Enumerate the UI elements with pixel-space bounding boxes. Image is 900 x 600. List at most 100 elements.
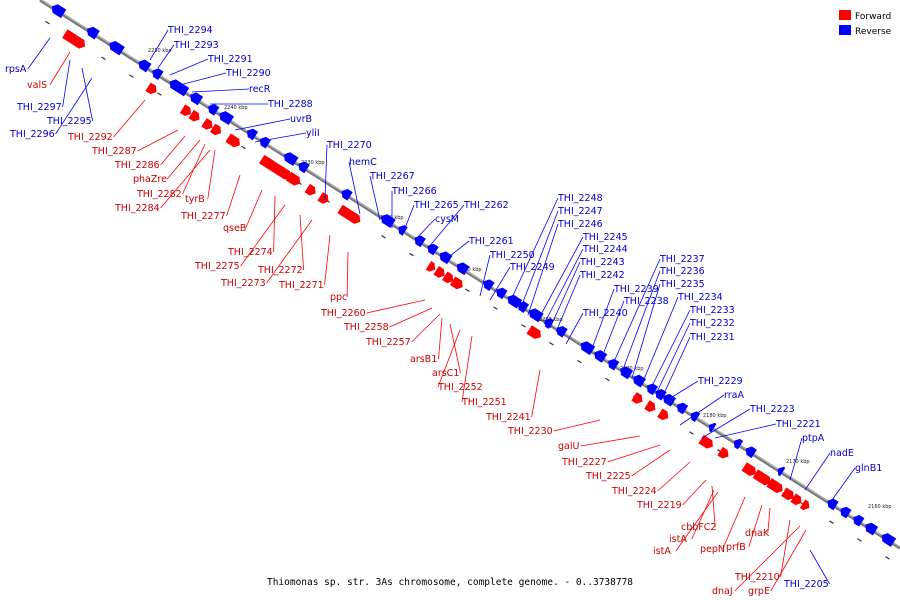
forward-gene-label[interactable]: phaZre: [133, 174, 167, 185]
forward-gene-label[interactable]: arsC1: [432, 368, 459, 379]
leader-line: [509, 197, 559, 303]
reverse-gene-label[interactable]: uvrB: [290, 114, 312, 125]
forward-gene-label[interactable]: THI_2271: [278, 280, 324, 291]
reverse-gene-label[interactable]: THI_2267: [369, 171, 415, 182]
forward-gene-label[interactable]: THI_2282: [136, 189, 182, 200]
reverse-gene-label[interactable]: THI_2294: [167, 25, 213, 36]
forward-gene-label[interactable]: THI_2287: [91, 146, 137, 157]
reverse-gene-label[interactable]: nadE: [830, 448, 854, 459]
forward-gene-label[interactable]: THI_2277: [180, 211, 226, 222]
reverse-gene-label[interactable]: THI_2205: [783, 579, 829, 590]
forward-gene-label[interactable]: THI_2224: [611, 486, 657, 497]
forward-gene-label[interactable]: THI_2252: [437, 382, 483, 393]
reverse-gene-label[interactable]: THI_2248: [557, 193, 603, 204]
forward-gene-label[interactable]: THI_2260: [320, 308, 366, 319]
reverse-gene-label[interactable]: THI_2270: [326, 140, 372, 151]
reverse-gene-label[interactable]: THI_2229: [697, 376, 743, 387]
forward-gene-label[interactable]: dnaJ: [712, 586, 733, 597]
reverse-gene-label[interactable]: glnB1: [855, 463, 882, 474]
leader-line: [160, 135, 186, 166]
leader-line: [543, 248, 584, 325]
forward-gene-label[interactable]: tyrB: [185, 194, 205, 205]
reverse-gene-label[interactable]: ptpA: [802, 433, 825, 444]
leader-line: [607, 444, 661, 463]
legend-forward-label: Forward: [855, 12, 891, 22]
reverse-gene-label[interactable]: THI_2221: [775, 419, 821, 430]
forward-gene-label[interactable]: ppc: [330, 292, 347, 303]
reverse-gene-label[interactable]: THI_2238: [623, 296, 669, 307]
reverse-gene-label[interactable]: THI_2243: [579, 257, 625, 268]
forward-gene-label[interactable]: THI_2225: [585, 471, 631, 482]
reverse-gene-label[interactable]: THI_2265: [413, 200, 459, 211]
forward-gene-label[interactable]: THI_2284: [114, 203, 160, 214]
forward-gene-label[interactable]: arsB1: [410, 354, 437, 365]
reverse-gene-label[interactable]: THI_2244: [582, 244, 628, 255]
reverse-gene-label[interactable]: THI_2231: [689, 332, 735, 343]
reverse-gene-label[interactable]: THI_2249: [509, 262, 555, 273]
reverse-gene-label[interactable]: THI_2234: [677, 292, 723, 303]
forward-gene-label[interactable]: valS: [27, 80, 47, 91]
forward-gene-label[interactable]: THI_2286: [114, 160, 160, 171]
reverse-gene-label[interactable]: THI_2297: [16, 102, 62, 113]
forward-gene-label[interactable]: pepN: [700, 544, 725, 555]
reverse-gene-label[interactable]: THI_2295: [46, 116, 92, 127]
forward-gene-label[interactable]: THI_2251: [461, 397, 507, 408]
reverse-gene-label[interactable]: THI_2261: [468, 236, 514, 247]
reverse-gene-label[interactable]: cysM: [435, 214, 459, 225]
forward-gene: [201, 118, 213, 130]
forward-gene-label[interactable]: THI_2275: [194, 261, 240, 272]
forward-gene: [657, 408, 669, 421]
forward-gene-label[interactable]: THI_2210: [734, 572, 780, 583]
reverse-gene-label[interactable]: THI_2246: [557, 219, 603, 230]
forward-gene-label[interactable]: THI_2272: [257, 265, 303, 276]
forward-gene-label[interactable]: THI_2258: [343, 322, 389, 333]
scale-dash: [857, 538, 862, 542]
reverse-gene-label[interactable]: THI_2290: [225, 68, 271, 79]
reverse-gene-label[interactable]: THI_2262: [463, 200, 509, 211]
forward-gene-label[interactable]: THI_2227: [561, 457, 607, 468]
leader-line: [81, 67, 93, 122]
reverse-gene-label[interactable]: rpsA: [5, 64, 27, 75]
reverse-gene: [733, 438, 744, 450]
reverse-gene-label[interactable]: hemC: [349, 157, 377, 168]
reverse-gene-label[interactable]: THI_2237: [659, 254, 705, 265]
kbp-tick-label: 2160 kbp: [868, 504, 892, 510]
reverse-gene-label[interactable]: recR: [249, 84, 271, 95]
forward-gene-label[interactable]: THI_2292: [67, 132, 113, 143]
reverse-gene-label[interactable]: THI_2247: [557, 206, 603, 217]
forward-gene-label[interactable]: qseB: [223, 223, 246, 234]
reverse-gene-label[interactable]: THI_2239: [613, 284, 659, 295]
reverse-gene-label[interactable]: THI_2232: [689, 318, 735, 329]
reverse-gene-label[interactable]: THI_2266: [391, 186, 437, 197]
reverse-gene-label[interactable]: rraA: [724, 390, 744, 401]
reverse-gene-label[interactable]: THI_2240: [582, 308, 628, 319]
forward-gene-label[interactable]: THI_2274: [227, 247, 273, 258]
forward-gene-label[interactable]: THI_2230: [507, 426, 553, 437]
reverse-gene-label[interactable]: THI_2233: [689, 305, 735, 316]
reverse-gene-label[interactable]: THI_2242: [579, 270, 625, 281]
reverse-gene-label[interactable]: THI_2250: [489, 250, 535, 261]
forward-gene-label[interactable]: istA: [669, 534, 687, 545]
reverse-gene-label[interactable]: THI_2245: [582, 232, 628, 243]
reverse-gene-label[interactable]: THI_2293: [173, 40, 219, 51]
forward-gene-label[interactable]: prfB: [726, 542, 746, 553]
forward-gene-label[interactable]: THI_2273: [220, 278, 266, 289]
scale-dash: [885, 556, 890, 560]
reverse-gene-label[interactable]: THI_2296: [9, 129, 55, 140]
forward-gene-label[interactable]: istA: [653, 546, 671, 557]
forward-gene-label[interactable]: THI_2257: [365, 337, 411, 348]
forward-gene-label[interactable]: THI_2219: [636, 500, 682, 511]
forward-gene-label[interactable]: galU: [558, 441, 579, 452]
legend-reverse-swatch: [839, 25, 851, 35]
reverse-gene-label[interactable]: THI_2291: [207, 54, 253, 65]
forward-gene-label[interactable]: grpE: [748, 586, 770, 597]
reverse-gene-label[interactable]: THI_2223: [749, 404, 795, 415]
forward-gene-label[interactable]: dnaK: [745, 528, 770, 539]
reverse-gene-label[interactable]: yliI: [306, 128, 320, 139]
leader-line: [27, 37, 51, 70]
forward-gene-label[interactable]: cbbFC2: [681, 522, 716, 533]
reverse-gene-label[interactable]: THI_2235: [659, 279, 705, 290]
forward-gene-label[interactable]: THI_2241: [485, 412, 531, 423]
reverse-gene-label[interactable]: THI_2288: [267, 99, 313, 110]
reverse-gene-label[interactable]: THI_2236: [659, 266, 705, 277]
